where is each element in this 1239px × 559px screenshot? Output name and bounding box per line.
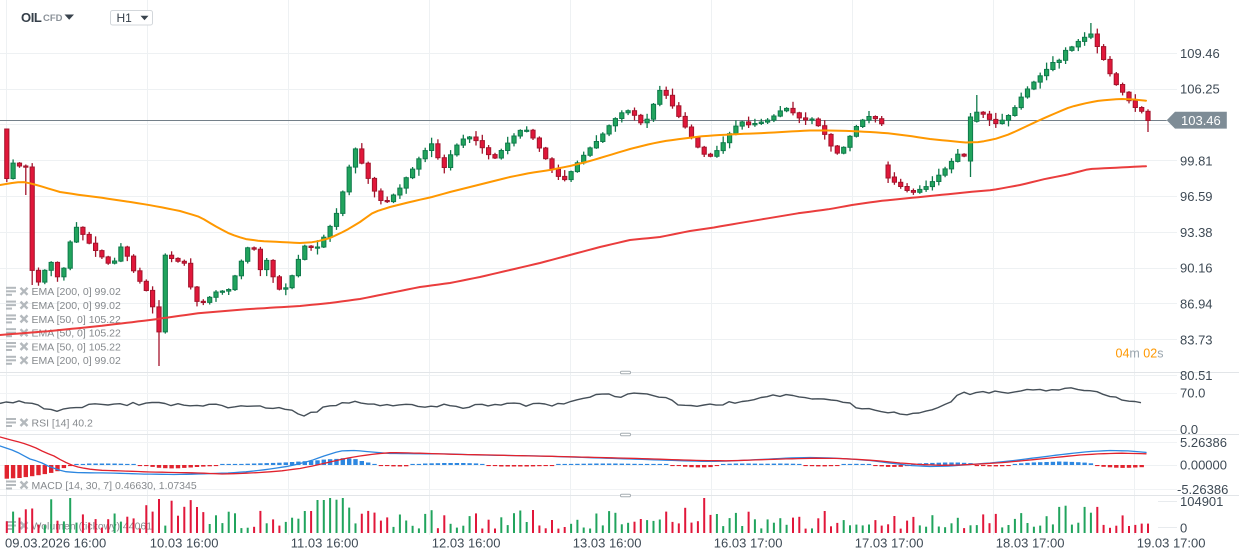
svg-text:EMA [50, 0] 105.22: EMA [50, 0] 105.22 bbox=[32, 328, 121, 340]
svg-text:09.03.2026 16:00: 09.03.2026 16:00 bbox=[5, 536, 106, 551]
svg-text:13.03 16:00: 13.03 16:00 bbox=[573, 536, 642, 551]
svg-text:109.46: 109.46 bbox=[1180, 46, 1220, 61]
svg-text:11.03 16:00: 11.03 16:00 bbox=[291, 536, 359, 551]
svg-text:CFD: CFD bbox=[43, 13, 63, 24]
svg-text:19.03 17:00: 19.03 17:00 bbox=[1137, 536, 1206, 551]
svg-text:10.03 16:00: 10.03 16:00 bbox=[150, 536, 219, 551]
svg-text:0.00000: 0.00000 bbox=[1180, 457, 1227, 472]
svg-text:OIL: OIL bbox=[21, 10, 42, 25]
svg-text:103.46: 103.46 bbox=[1181, 113, 1221, 128]
svg-text:EMA [200, 0] 99.02: EMA [200, 0] 99.02 bbox=[32, 286, 121, 298]
svg-text:EMA [200, 0] 99.02: EMA [200, 0] 99.02 bbox=[32, 300, 121, 312]
svg-text:86.94: 86.94 bbox=[1180, 297, 1213, 312]
svg-text:EMA [50, 0] 105.22: EMA [50, 0] 105.22 bbox=[32, 341, 121, 353]
svg-text:H1: H1 bbox=[117, 11, 133, 25]
svg-text:83.73: 83.73 bbox=[1180, 332, 1213, 347]
svg-text:Wolumen (tickowy) 44061: Wolumen (tickowy) 44061 bbox=[32, 520, 153, 532]
svg-text:5.26386: 5.26386 bbox=[1180, 435, 1227, 450]
svg-text:MACD [14, 30, 7] 0.46630, 1.0: MACD [14, 30, 7] 0.46630, 1.07345 bbox=[32, 480, 197, 492]
svg-text:96.59: 96.59 bbox=[1180, 189, 1213, 204]
svg-text:12.03 16:00: 12.03 16:00 bbox=[432, 536, 501, 551]
svg-text:17.03 17:00: 17.03 17:00 bbox=[855, 536, 924, 551]
svg-text:16.03 17:00: 16.03 17:00 bbox=[714, 536, 783, 551]
svg-text:EMA [50, 0] 105.22: EMA [50, 0] 105.22 bbox=[32, 314, 121, 326]
svg-text:EMA [200, 0] 99.02: EMA [200, 0] 99.02 bbox=[32, 355, 121, 367]
svg-text:-5.26386: -5.26386 bbox=[1177, 482, 1228, 497]
svg-text:106.25: 106.25 bbox=[1180, 82, 1220, 97]
svg-text:0.0: 0.0 bbox=[1180, 422, 1198, 437]
svg-text:04m 02s: 04m 02s bbox=[1116, 346, 1164, 360]
svg-text:90.16: 90.16 bbox=[1180, 261, 1213, 276]
svg-text:0: 0 bbox=[1180, 521, 1187, 536]
svg-text:80.51: 80.51 bbox=[1180, 368, 1213, 383]
svg-text:RSI [14] 40.2: RSI [14] 40.2 bbox=[32, 417, 93, 429]
svg-text:18.03 17:00: 18.03 17:00 bbox=[996, 536, 1065, 551]
svg-text:70.0: 70.0 bbox=[1180, 386, 1205, 401]
svg-text:93.38: 93.38 bbox=[1180, 225, 1213, 240]
svg-text:104901: 104901 bbox=[1180, 494, 1223, 509]
svg-text:99.81: 99.81 bbox=[1180, 153, 1213, 168]
